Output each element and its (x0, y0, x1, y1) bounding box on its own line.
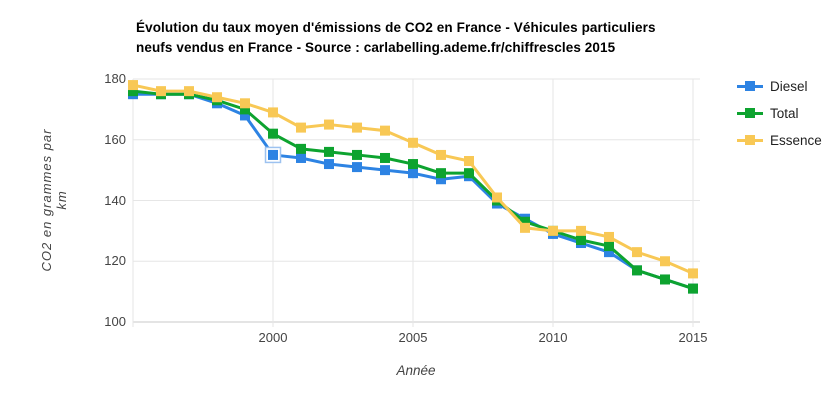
chart-title-line-2: neufs vendus en France - Source : carlab… (136, 40, 616, 55)
chart-title: Évolution du taux moyen d'émissions de C… (136, 18, 656, 58)
y-tick-label-140: 140 (104, 192, 126, 208)
marker-essence-1998[interactable] (212, 92, 222, 103)
marker-essence-1997[interactable] (184, 86, 194, 97)
marker-essence-1999[interactable] (240, 98, 250, 109)
x-tick-label-2015: 2015 (678, 330, 708, 345)
marker-total-2001[interactable] (296, 143, 306, 154)
legend-item-total[interactable]: Total (737, 105, 822, 121)
marker-essence-2010[interactable] (548, 225, 558, 236)
marker-essence-2013[interactable] (632, 247, 642, 258)
marker-total-2007[interactable] (464, 168, 474, 179)
marker-essence-2007[interactable] (464, 156, 474, 167)
marker-total-2015[interactable] (688, 283, 698, 294)
legend-item-essence[interactable]: Essence (737, 132, 822, 148)
marker-essence-1996[interactable] (156, 86, 166, 97)
y-axis-title: CO2 en grammes par km (39, 128, 69, 272)
marker-essence-2002[interactable] (324, 119, 334, 130)
chart-legend: Diesel Total Essence (737, 78, 822, 159)
marker-total-2014[interactable] (660, 274, 670, 285)
marker-diesel-2012[interactable] (604, 247, 614, 258)
marker-total-2000[interactable] (268, 128, 278, 139)
legend-swatch-total-icon (737, 108, 763, 118)
x-axis-title: Année (396, 363, 436, 378)
marker-essence-2004[interactable] (380, 125, 390, 136)
marker-diesel-1999[interactable] (240, 110, 250, 121)
marker-diesel-2000[interactable] (268, 149, 278, 160)
marker-diesel-2006[interactable] (436, 174, 446, 185)
marker-total-1995[interactable] (128, 86, 138, 97)
marker-total-2002[interactable] (324, 146, 334, 157)
marker-essence-2009[interactable] (520, 222, 530, 233)
marker-total-2012[interactable] (604, 241, 614, 252)
marker-diesel-2003[interactable] (352, 162, 362, 173)
y-tick-label-100: 100 (104, 314, 126, 329)
marker-essence-2014[interactable] (660, 256, 670, 267)
marker-total-2003[interactable] (352, 149, 362, 160)
y-tick-label-120: 120 (104, 253, 126, 269)
marker-total-2009[interactable] (520, 216, 530, 227)
marker-diesel-2005[interactable] (408, 168, 418, 179)
marker-diesel-2002[interactable] (324, 159, 334, 170)
legend-label-diesel: Diesel (770, 78, 808, 94)
legend-swatch-diesel-icon (737, 81, 763, 91)
marker-essence-2005[interactable] (408, 137, 418, 148)
marker-total-2005[interactable] (408, 159, 418, 170)
marker-total-2004[interactable] (380, 152, 390, 163)
marker-essence-2003[interactable] (352, 122, 362, 133)
marker-total-2013[interactable] (632, 265, 642, 276)
marker-essence-2011[interactable] (576, 225, 586, 236)
marker-total-2006[interactable] (436, 168, 446, 179)
y-tick-label-180: 180 (104, 71, 126, 86)
legend-label-total: Total (770, 105, 799, 121)
marker-essence-2006[interactable] (436, 149, 446, 160)
x-tick-label-2005: 2005 (398, 330, 428, 345)
legend-swatch-essence-icon (737, 135, 763, 145)
marker-essence-2001[interactable] (296, 122, 306, 133)
marker-essence-2000[interactable] (268, 107, 278, 118)
marker-essence-1995[interactable] (128, 80, 138, 91)
legend-item-diesel[interactable]: Diesel (737, 78, 822, 94)
marker-essence-2008[interactable] (492, 192, 502, 203)
marker-essence-2012[interactable] (604, 231, 614, 242)
marker-total-2011[interactable] (576, 234, 586, 245)
marker-essence-2015[interactable] (688, 268, 698, 279)
chart-title-line-1: Évolution du taux moyen d'émissions de C… (136, 20, 656, 35)
y-tick-label-160: 160 (104, 131, 126, 147)
marker-diesel-2001[interactable] (296, 152, 306, 163)
legend-label-essence: Essence (770, 132, 822, 148)
x-tick-label-2000: 2000 (258, 330, 288, 345)
marker-diesel-2004[interactable] (380, 165, 390, 176)
x-tick-label-2010: 2010 (538, 330, 568, 345)
marker-total-1999[interactable] (240, 104, 250, 115)
